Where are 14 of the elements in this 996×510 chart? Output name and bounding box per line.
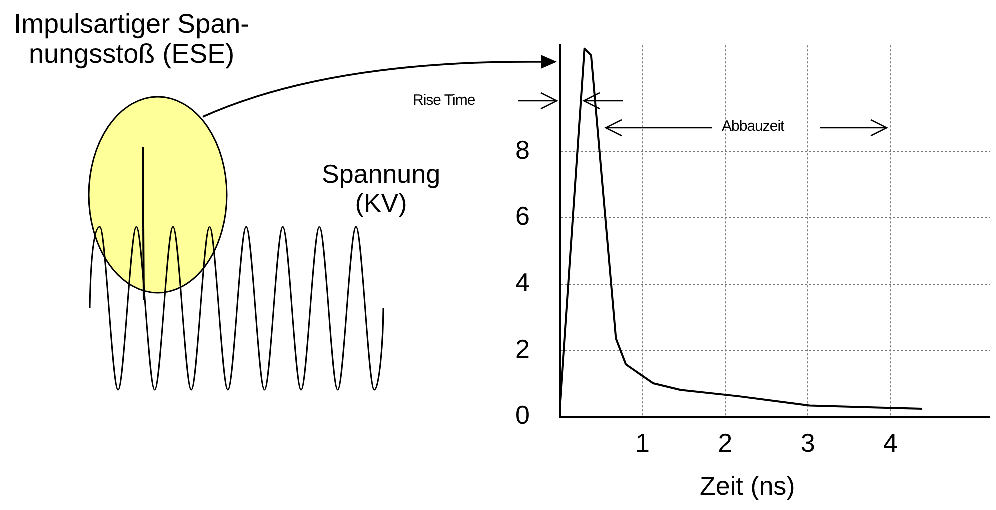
x-tick-label: 4 — [884, 428, 898, 458]
x-tick-label: 3 — [800, 428, 816, 458]
annotation: Abbauzeit — [722, 118, 784, 136]
x-tick-label: 2 — [718, 428, 733, 458]
x-axis-title: Zeit (ns) — [700, 471, 796, 501]
y-tick-label: 6 — [516, 201, 530, 232]
text: Rise Time — [413, 92, 476, 110]
y-tick-label: 4 — [516, 268, 530, 298]
y-tick-label: 2 — [516, 334, 530, 364]
x-tick-label: 1 — [635, 428, 650, 458]
y-tick-label: 0 — [516, 400, 530, 430]
y-tick-label: 8 — [516, 134, 530, 165]
text: Impulsartiger Span- nungsstoß (ESE) — [14, 9, 250, 70]
y-axis-title: Spannung (KV) — [322, 159, 441, 218]
